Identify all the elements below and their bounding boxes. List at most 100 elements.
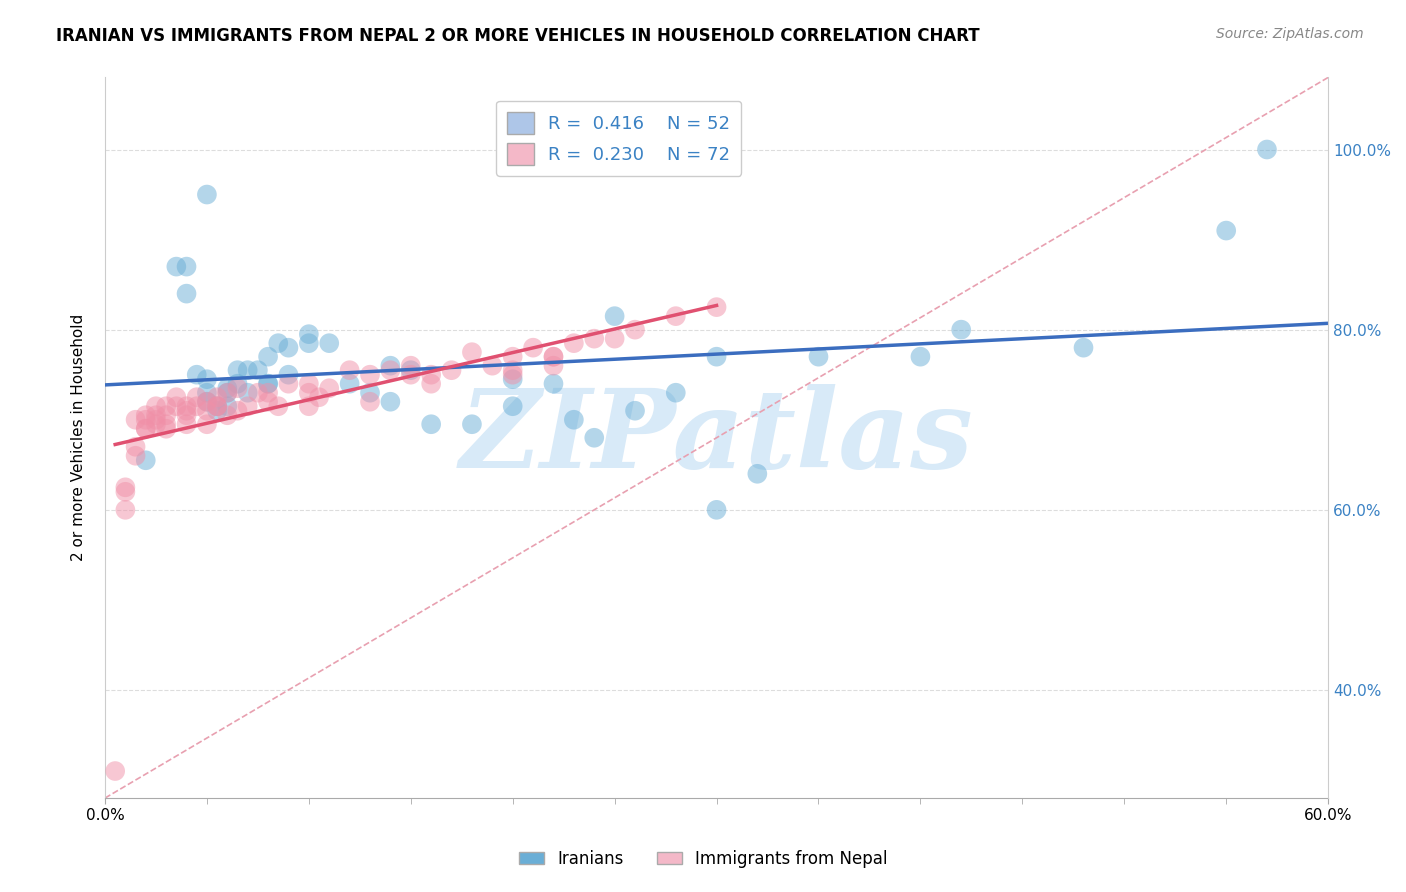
Point bbox=[562, 336, 585, 351]
Point bbox=[603, 332, 626, 346]
Point bbox=[176, 260, 198, 274]
Point bbox=[257, 385, 280, 400]
Point bbox=[145, 399, 167, 413]
Point bbox=[706, 300, 728, 314]
Point bbox=[226, 376, 249, 391]
Point bbox=[502, 372, 524, 386]
Point bbox=[135, 453, 157, 467]
Point bbox=[359, 394, 381, 409]
Point bbox=[502, 363, 524, 377]
Point bbox=[420, 376, 443, 391]
Point bbox=[807, 350, 830, 364]
Point bbox=[114, 480, 136, 494]
Legend: Iranians, Immigrants from Nepal: Iranians, Immigrants from Nepal bbox=[512, 844, 894, 875]
Point bbox=[1256, 143, 1278, 157]
Text: ZIPatlas: ZIPatlas bbox=[460, 384, 973, 491]
Y-axis label: 2 or more Vehicles in Household: 2 or more Vehicles in Household bbox=[72, 314, 86, 561]
Point bbox=[502, 368, 524, 382]
Point bbox=[195, 187, 218, 202]
Point bbox=[380, 394, 402, 409]
Legend: R =  0.416    N = 52, R =  0.230    N = 72: R = 0.416 N = 52, R = 0.230 N = 72 bbox=[496, 101, 741, 176]
Point bbox=[543, 376, 565, 391]
Point bbox=[461, 417, 484, 432]
Point bbox=[195, 403, 218, 417]
Point bbox=[205, 399, 228, 413]
Point bbox=[145, 417, 167, 432]
Point bbox=[543, 350, 565, 364]
Point bbox=[277, 376, 299, 391]
Point bbox=[583, 332, 606, 346]
Point bbox=[124, 413, 146, 427]
Point bbox=[195, 385, 218, 400]
Point bbox=[502, 399, 524, 413]
Point bbox=[277, 341, 299, 355]
Point bbox=[481, 359, 503, 373]
Text: Source: ZipAtlas.com: Source: ZipAtlas.com bbox=[1216, 27, 1364, 41]
Point bbox=[176, 417, 198, 432]
Point bbox=[583, 431, 606, 445]
Point bbox=[440, 363, 463, 377]
Point bbox=[543, 350, 565, 364]
Point bbox=[124, 449, 146, 463]
Point bbox=[359, 368, 381, 382]
Point bbox=[217, 399, 239, 413]
Point bbox=[665, 309, 688, 323]
Point bbox=[339, 376, 361, 391]
Point bbox=[624, 403, 647, 417]
Point bbox=[217, 409, 239, 423]
Point bbox=[267, 336, 290, 351]
Point bbox=[399, 363, 422, 377]
Point bbox=[603, 309, 626, 323]
Point bbox=[165, 260, 187, 274]
Point bbox=[624, 323, 647, 337]
Point bbox=[186, 390, 208, 404]
Point bbox=[176, 399, 198, 413]
Point bbox=[910, 350, 932, 364]
Point bbox=[217, 385, 239, 400]
Point bbox=[246, 385, 269, 400]
Point bbox=[236, 363, 259, 377]
Point bbox=[226, 363, 249, 377]
Point bbox=[298, 399, 321, 413]
Point bbox=[399, 359, 422, 373]
Point bbox=[155, 422, 177, 436]
Point bbox=[217, 385, 239, 400]
Point bbox=[298, 385, 321, 400]
Point bbox=[195, 394, 218, 409]
Point bbox=[236, 399, 259, 413]
Point bbox=[104, 764, 127, 778]
Point bbox=[145, 409, 167, 423]
Point bbox=[257, 376, 280, 391]
Point bbox=[298, 327, 321, 342]
Point bbox=[665, 385, 688, 400]
Point bbox=[502, 350, 524, 364]
Point bbox=[135, 422, 157, 436]
Point bbox=[135, 413, 157, 427]
Point bbox=[461, 345, 484, 359]
Point bbox=[165, 390, 187, 404]
Point bbox=[522, 341, 544, 355]
Point bbox=[543, 359, 565, 373]
Point bbox=[318, 381, 340, 395]
Point bbox=[359, 385, 381, 400]
Point bbox=[420, 368, 443, 382]
Point bbox=[186, 399, 208, 413]
Text: IRANIAN VS IMMIGRANTS FROM NEPAL 2 OR MORE VEHICLES IN HOUSEHOLD CORRELATION CHA: IRANIAN VS IMMIGRANTS FROM NEPAL 2 OR MO… bbox=[56, 27, 980, 45]
Point bbox=[195, 372, 218, 386]
Point bbox=[135, 422, 157, 436]
Point bbox=[1073, 341, 1095, 355]
Point bbox=[277, 368, 299, 382]
Point bbox=[135, 409, 157, 423]
Point bbox=[298, 336, 321, 351]
Point bbox=[420, 417, 443, 432]
Point bbox=[562, 413, 585, 427]
Point bbox=[205, 399, 228, 413]
Point bbox=[195, 417, 218, 432]
Point bbox=[380, 363, 402, 377]
Point bbox=[1215, 223, 1237, 237]
Point bbox=[257, 394, 280, 409]
Point bbox=[186, 368, 208, 382]
Point bbox=[145, 413, 167, 427]
Point bbox=[246, 363, 269, 377]
Point bbox=[124, 440, 146, 454]
